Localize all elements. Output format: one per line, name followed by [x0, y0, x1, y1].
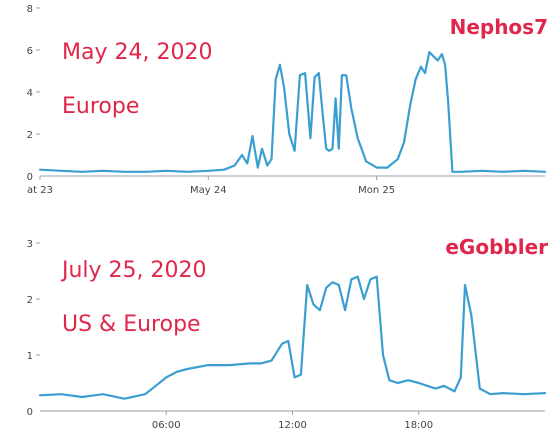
annotation-region: Europe — [62, 94, 139, 119]
x-tick-label: 06:00 — [152, 420, 181, 431]
annotation-date: May 24, 2020 — [62, 40, 212, 65]
y-tick-label: 1 — [27, 351, 33, 362]
y-tick-label: 2 — [27, 295, 33, 306]
y-tick-label: 8 — [27, 4, 33, 15]
x-tick-label: Mon 25 — [358, 185, 395, 196]
chart-nephos7: 0 2 4 6 8 at 23 May 24 Mon 25 Nephos7 May 24, … — [27, 4, 548, 196]
chart-egobbler: 0 1 2 3 06:00 12:00 18:00 eGobbler July 25, 2… — [27, 235, 549, 431]
series-line-egobbler — [38, 275, 547, 400]
y-tick-label: 6 — [27, 46, 33, 57]
x-axis-ticks: 06:00 12:00 18:00 — [152, 411, 433, 431]
x-tick-label: May 24 — [190, 185, 227, 196]
y-tick-label: 4 — [27, 88, 33, 99]
y-tick-label: 2 — [27, 130, 33, 141]
x-tick-label: 12:00 — [278, 420, 307, 431]
y-tick-label: 0 — [27, 172, 33, 183]
x-tick-label: 18:00 — [404, 420, 433, 431]
chart-name-label: eGobbler — [445, 235, 548, 259]
chart-name-label: Nephos7 — [450, 15, 548, 39]
y-axis-ticks: 0 2 4 6 8 — [27, 4, 545, 183]
series-line-nephos7 — [38, 51, 547, 173]
x-tick-label: at 23 — [27, 185, 53, 196]
x-axis-ticks: at 23 May 24 Mon 25 — [27, 176, 395, 196]
annotation-date: July 25, 2020 — [60, 258, 207, 283]
y-tick-label: 0 — [27, 407, 33, 418]
annotation-region: US & Europe — [62, 312, 201, 337]
y-tick-label: 3 — [27, 239, 33, 250]
